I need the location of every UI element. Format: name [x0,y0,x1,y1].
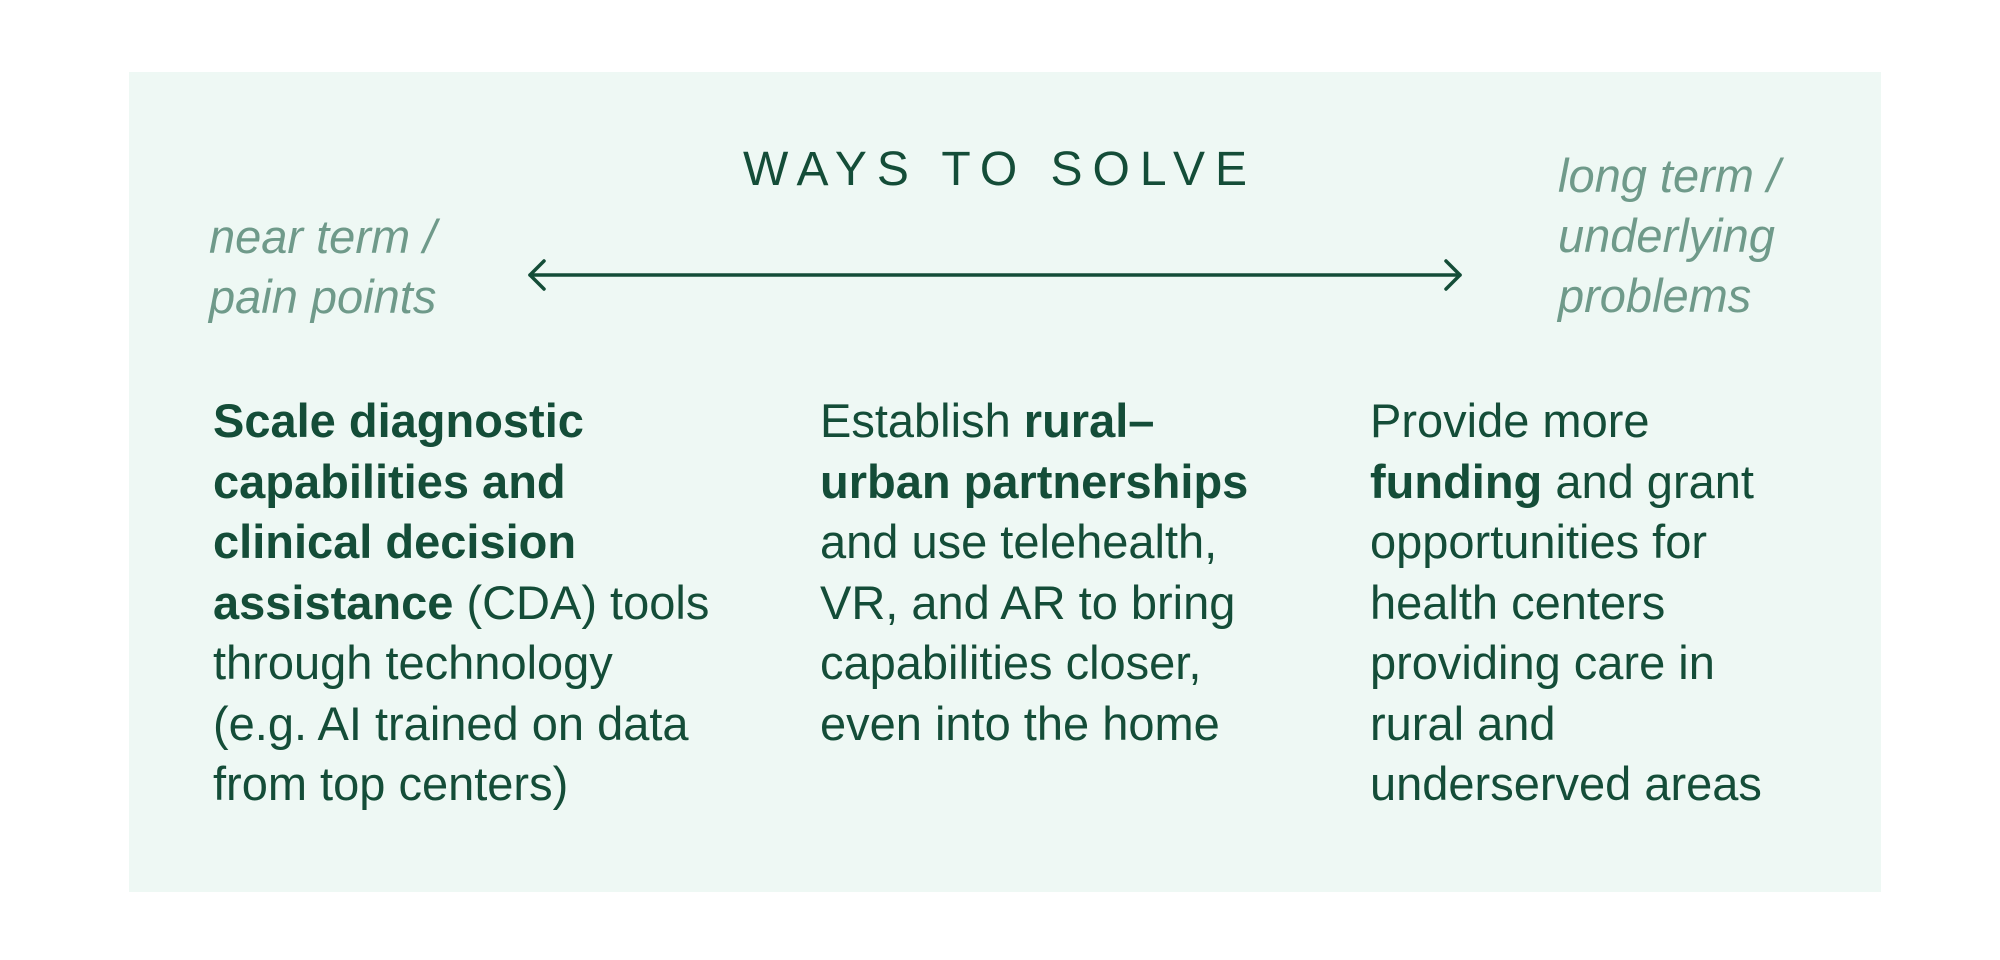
solution-column-funding: Provide more funding and grant opportuni… [1370,391,1830,815]
col2-line-1: Establish rural– [820,394,1155,447]
near-term-line-2: pain points [209,270,437,323]
col2-line-5: capabilities closer, [820,636,1202,689]
col1-line-2: capabilities and [213,454,566,508]
solutions-panel [129,72,1881,892]
col1-line-6: (e.g. AI trained on data [213,696,689,750]
long-term-line-2: underlying [1558,209,1775,262]
col3-line-4: health centers [1370,575,1666,629]
col2-line-6: even into the home [820,696,1220,750]
col3-line-3: opportunities for [1370,515,1708,568]
long-term-label: long term / underlying problems [1558,146,1858,326]
col2-line-4: VR, and AR to bring [820,575,1236,629]
col3-line-5: providing care in [1370,636,1715,689]
solution-column-partnerships: Establish rural– urban partnerships and … [820,391,1300,754]
col1-line-7: from top centers) [213,757,569,810]
col3-line-6: rural and [1370,696,1556,750]
col1-line-1: Scale diagnostic [213,394,584,447]
col3-line-1: Provide more [1370,394,1650,447]
near-term-label: near term / pain points [209,207,529,327]
arrow-head-right [1444,259,1462,291]
col3-line-2: funding and grant [1370,454,1754,508]
near-term-line-1: near term / [209,210,437,263]
col2-line-3: and use telehealth, [820,515,1218,568]
col1-line-3: clinical decision [213,515,577,568]
long-term-line-1: long term / [1558,149,1781,202]
col1-line-5: through technology [213,636,613,689]
diagram-title: WAYS TO SOLVE [742,143,1258,196]
arrow-head-left [528,259,546,291]
double-arrow-icon [528,259,1462,291]
long-term-line-3: problems [1558,269,1752,322]
solution-column-diagnostics: Scale diagnostic capabilities and clinic… [213,391,773,815]
col3-line-7: underserved areas [1370,757,1762,810]
col2-line-2: urban partnerships [820,454,1249,508]
col1-line-4: assistance (CDA) tools [213,575,710,629]
